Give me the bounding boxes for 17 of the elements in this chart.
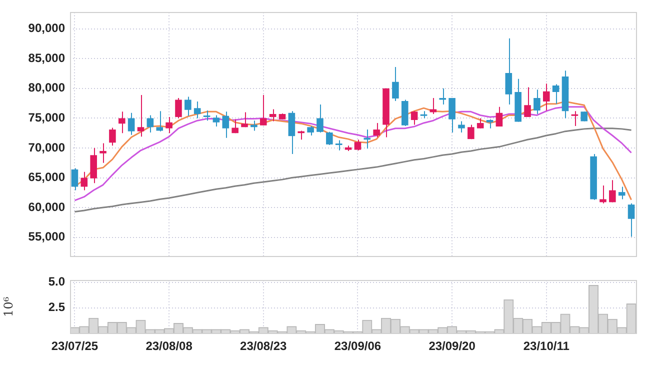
y-tick-label: 60,000: [28, 200, 66, 214]
y-tick-label: 65,000: [28, 170, 66, 184]
y-tick-label: 5.0: [48, 274, 66, 289]
y-tick-label: 75,000: [28, 110, 66, 125]
y-tick-label: 2.5: [48, 300, 66, 314]
y-tick-label: 55,000: [28, 230, 66, 244]
y-axis-title: 10⁶: [1, 296, 16, 317]
x-tick-label: 23/08/08: [146, 339, 193, 354]
x-tick-label: 23/08/23: [240, 339, 288, 354]
x-tick-label: 23/09/20: [428, 339, 476, 354]
x-tick-label: 23/09/06: [334, 339, 382, 354]
y-tick-label: 70,000: [28, 140, 66, 154]
y-tick-label: 90,000: [28, 21, 66, 36]
x-tick-label: 23/07/25: [51, 339, 98, 354]
x-tick-label: 23/10/11: [523, 339, 570, 354]
y-tick-label: 85,000: [28, 50, 66, 65]
y-tick-label: 80,000: [28, 80, 66, 95]
